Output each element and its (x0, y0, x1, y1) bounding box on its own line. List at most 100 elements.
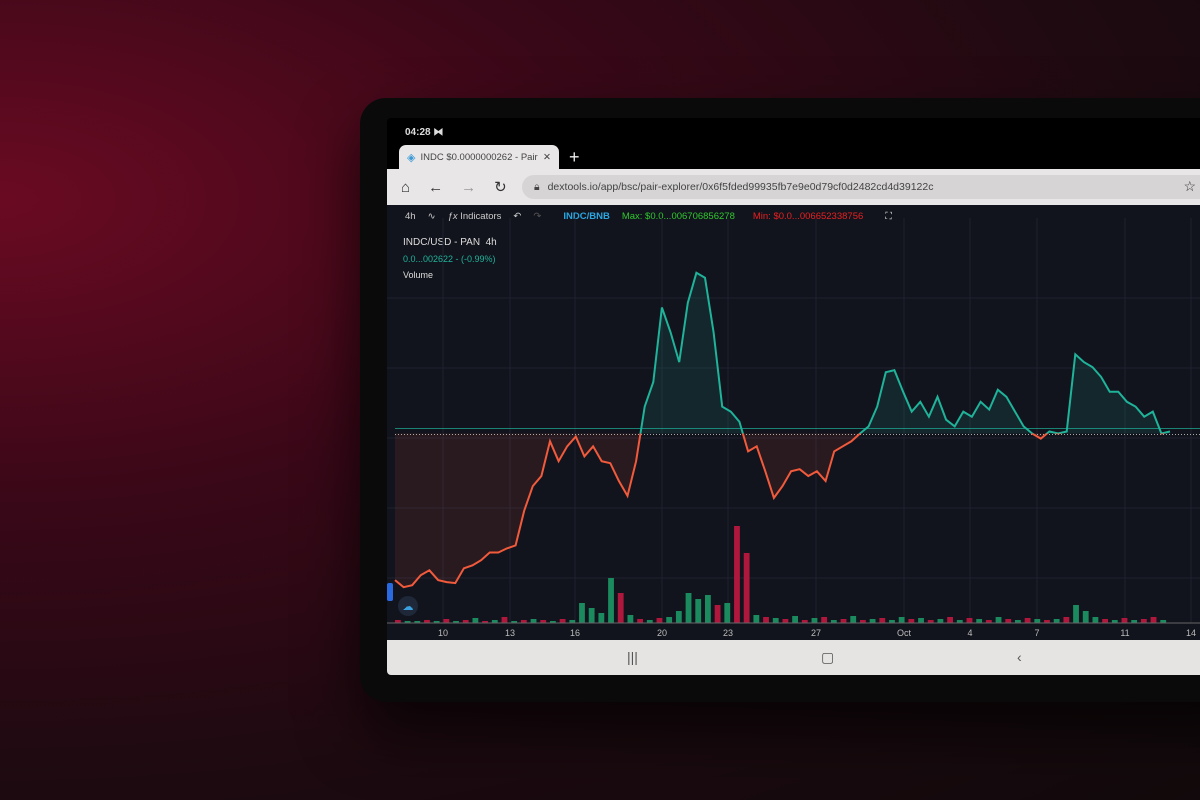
volume-bar (695, 599, 702, 623)
volume-bar (1111, 620, 1118, 623)
tablet-screen: 04:28 ⧓ ◈ INDC $0.0000000262 - Pair E ✕ … (387, 118, 1200, 675)
volume-bar (743, 553, 750, 623)
new-tab-button[interactable]: + (569, 147, 580, 167)
volume-bar (559, 619, 566, 623)
volume-bar (1092, 617, 1099, 623)
volume-label: Volume (403, 270, 434, 280)
volume-bar (860, 620, 866, 623)
volume-bar (501, 617, 508, 623)
x-tick-label: 14 (1186, 628, 1196, 638)
volume-bar (540, 620, 547, 623)
volume-bar (908, 619, 915, 623)
volume-bar (608, 578, 614, 623)
forward-icon[interactable]: → (461, 178, 477, 196)
interval-button[interactable]: 4h (405, 211, 416, 222)
home-nav-icon[interactable]: ▢ (821, 649, 835, 665)
volume-bar (879, 618, 886, 623)
x-tick-label: 4 (967, 628, 972, 638)
x-tick-label: 20 (657, 628, 667, 638)
close-tab-icon[interactable]: ✕ (543, 151, 551, 163)
volume-bar (1034, 619, 1041, 623)
redo-icon[interactable]: ↷ (533, 211, 542, 222)
address-bar: ⌂ ← → ↻ 🔒︎ dextools.io/app/bsc/pair-explo… (387, 169, 1200, 205)
volume-bar (482, 621, 488, 623)
pair-label[interactable]: INDC/BNB (563, 211, 610, 222)
bookmark-star-icon[interactable]: ☆ (1183, 178, 1196, 194)
url-field[interactable]: 🔒︎ dextools.io/app/bsc/pair-explorer/0x6f… (522, 175, 1200, 199)
area-above-baseline (395, 272, 1170, 434)
clock: 04:28 (405, 127, 431, 138)
volume-bar (627, 615, 634, 623)
volume-bar (598, 613, 605, 623)
android-nav-bar: ||| ▢ ‹ (387, 640, 1200, 675)
volume-bar (724, 603, 731, 623)
volume-bar (927, 620, 934, 623)
dextools-logo-icon: ☁ (403, 601, 414, 613)
volume-bar (433, 621, 440, 623)
x-tick-label: 7 (1034, 628, 1039, 638)
scroll-handle (387, 583, 393, 601)
volume-bar (811, 618, 818, 623)
volume-bar (617, 593, 624, 623)
volume-bar (395, 620, 401, 623)
volume-bar (1063, 617, 1070, 623)
back-nav-icon[interactable]: ‹ (1017, 649, 1022, 665)
x-tick-label: Oct (897, 628, 912, 638)
volume-bar (424, 620, 430, 623)
volume-bar (1053, 619, 1060, 623)
max-label: Max: $0.0...006706856278 (621, 211, 735, 222)
legend-interval: 4h (485, 237, 497, 248)
price-line-down (394, 433, 1166, 589)
back-icon[interactable]: ← (428, 178, 444, 196)
fullscreen-icon[interactable]: ⛶ (885, 211, 892, 222)
recents-icon[interactable]: ||| (627, 649, 638, 665)
volume-bar (511, 621, 518, 623)
price-change: 0.0...002622 - (-0.99%) (403, 254, 496, 264)
volume-bar (675, 611, 682, 623)
chart-area[interactable] (387, 205, 1200, 640)
volume-bar (1102, 619, 1108, 623)
volume-bar (1150, 617, 1157, 623)
indicators-label: Indicators (460, 211, 502, 222)
volume-bar (1015, 620, 1021, 623)
min-label: Min: $0.0...006652338756 (752, 211, 864, 222)
volume-bar (404, 621, 411, 623)
fx-icon: ƒx (447, 211, 458, 222)
volume-bar (646, 620, 653, 623)
reload-icon[interactable]: ↻ (494, 179, 507, 196)
x-tick-label: 23 (723, 628, 733, 638)
volume-bar (462, 620, 469, 623)
volume-bar (830, 620, 837, 623)
volume-bar (898, 617, 905, 623)
volume-bar (821, 617, 828, 623)
home-icon[interactable]: ⌂ (401, 178, 411, 196)
x-tick-label: 16 (570, 628, 580, 638)
volume-bar (985, 620, 992, 623)
price-chart[interactable]: 10 13 16 20 23 27 Oct 4 7 11 14 ☁ (387, 118, 1200, 675)
volume-bar (569, 620, 576, 623)
browser-tab[interactable]: ◈ INDC $0.0000000262 - Pair E ✕ (399, 145, 559, 169)
volume-bar (937, 619, 944, 623)
dextools-favicon-icon: ◈ (407, 151, 416, 164)
x-tick-label: 27 (811, 628, 821, 638)
volume-bar (1121, 618, 1128, 623)
chart-type-icon[interactable]: ∿ (427, 211, 436, 222)
volume-bar (772, 618, 779, 623)
volume-bar (472, 618, 479, 623)
volume-bar (705, 595, 711, 623)
volume-bar (801, 620, 808, 623)
volume-bar (637, 619, 643, 623)
volume-bar (1024, 618, 1031, 623)
volume-bar (840, 619, 847, 623)
volume-bar (714, 605, 721, 623)
volume-bar (491, 620, 498, 623)
indicators-button[interactable]: ƒx Indicators (448, 211, 502, 222)
volume-bar (1082, 611, 1089, 623)
logo-badge (398, 596, 418, 616)
undo-icon[interactable]: ↶ (513, 211, 522, 222)
x-tick-label: 11 (1120, 628, 1129, 638)
status-bar: 04:28 ⧓ (405, 127, 443, 138)
volume-bar (579, 603, 585, 623)
volume-bar (734, 526, 740, 623)
volume-bar (763, 617, 769, 623)
